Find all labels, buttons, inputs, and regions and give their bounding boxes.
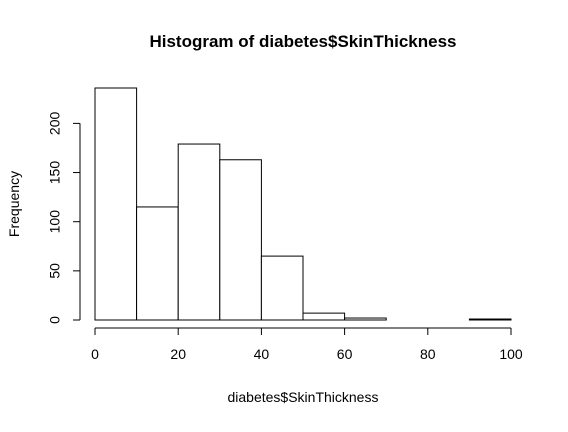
y-tick-label-1: 50 [47,263,63,279]
x-tick-label-1: 20 [170,346,186,362]
x-tick-label-0: 0 [91,346,99,362]
histogram-bar-0 [94,87,138,321]
y-tick-label-4: 200 [47,111,63,135]
histogram-bar-6 [344,317,387,321]
histogram-bar-5 [302,312,346,321]
x-tick-label-5: 100 [499,346,523,362]
histogram-bar-3 [219,159,262,321]
y-tick-label-3: 150 [47,161,63,185]
y-tick-label-2: 100 [47,210,63,234]
chart-title: Histogram of diabetes$SkinThickness [149,32,456,51]
x-axis: 0 20 40 60 80 100 [91,327,523,362]
x-tick-label-3: 60 [337,346,353,362]
bars-layer [94,87,512,321]
x-tick-label-4: 80 [420,346,436,362]
x-axis-label: diabetes$SkinThickness [228,389,379,405]
y-axis-label: Frequency [6,171,22,237]
histogram-bar-9 [468,318,512,321]
histogram-bar-1 [136,206,179,321]
y-axis: 0 50 100 150 200 [47,111,81,324]
histogram-bar-2 [177,143,221,321]
y-tick-label-0: 0 [47,316,63,324]
x-tick-label-2: 40 [254,346,270,362]
histogram-bar-4 [260,255,304,321]
